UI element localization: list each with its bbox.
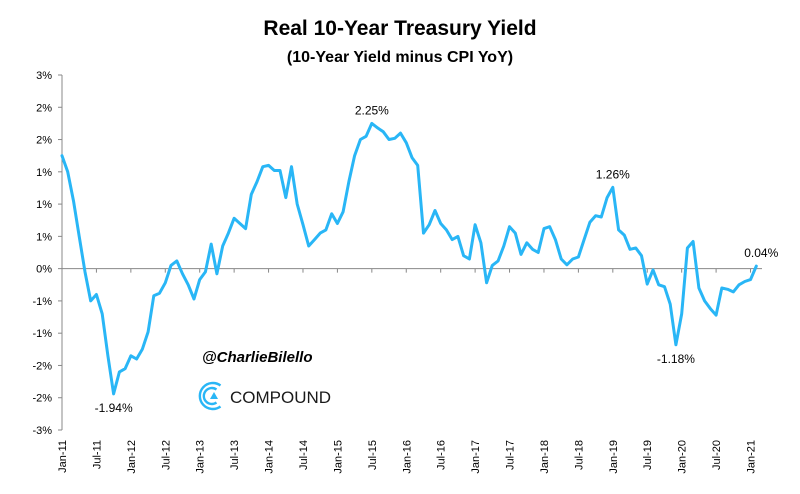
x-tick-label: Jan-20 [677, 440, 689, 474]
watermark-brand: COMPOUND [230, 388, 331, 407]
x-tick-label: Jul-12 [160, 440, 172, 470]
x-tick-label: Jul-18 [573, 440, 585, 470]
x-tick-label: Jul-14 [298, 440, 310, 470]
data-label: 0.04% [744, 246, 778, 260]
y-axis: 3% 2% 2% 1% 1% 1% 0% -1% -1% -2% -2% -3% [32, 70, 63, 437]
x-tick-label: Jan-13 [195, 440, 207, 474]
x-tick-label: Jan-15 [332, 440, 344, 474]
x-tick-label: Jan-16 [401, 440, 413, 474]
y-tick-label: 1% [36, 231, 52, 243]
y-tick-label: 1% [36, 167, 52, 179]
y-tick-label: -2% [32, 393, 52, 405]
y-tick-label: 3% [36, 70, 52, 82]
x-tick-label: Jul-11 [91, 440, 103, 469]
series-line [60, 121, 758, 396]
x-axis: Jan-11 Jul-11 Jan-12 Jul-12 Jan-13 Jul-13 Jan-… [57, 268, 762, 474]
x-tick-label: Jan-18 [539, 440, 551, 474]
y-tick-label: -1% [32, 328, 52, 340]
chart-subtitle: (10-Year Yield minus CPI YoY) [287, 49, 513, 66]
compound-logo-icon [198, 381, 222, 411]
chart-title: Real 10-Year Treasury Yield [263, 17, 536, 40]
y-tick-label: 0% [36, 264, 52, 276]
y-tick-label: 2% [36, 102, 52, 114]
x-tick-label: Jan-12 [126, 440, 138, 474]
x-tick-label: Jul-19 [642, 440, 654, 470]
x-tick-label: Jul-13 [229, 440, 241, 470]
y-tick-label: 2% [36, 135, 52, 147]
data-label: -1.18% [657, 352, 695, 366]
x-tick-label: Jan-19 [608, 440, 620, 474]
x-tick-label: Jul-15 [367, 440, 379, 470]
x-tick-label: Jul-17 [505, 440, 517, 470]
x-tick-label: Jan-11 [57, 440, 69, 473]
y-tick-label: -3% [32, 425, 52, 437]
annotations: -1.94% 2.25% 1.26% -1.18% 0.04% [95, 103, 779, 414]
series-group [60, 121, 758, 396]
x-tick-label: Jan-14 [264, 440, 276, 474]
y-tick-label: -2% [32, 360, 52, 372]
x-tick-label: Jul-16 [436, 440, 448, 470]
y-tick-label: -1% [32, 296, 52, 308]
y-tick-label: 1% [36, 199, 52, 211]
compound-logo: COMPOUND [198, 381, 331, 411]
data-label: -1.94% [95, 401, 133, 415]
data-label: 1.26% [596, 167, 630, 181]
watermark-handle: @CharlieBilello [202, 349, 313, 366]
x-tick-label: Jul-20 [711, 440, 723, 470]
x-tick-label: Jan-17 [470, 440, 482, 474]
data-label: 2.25% [355, 103, 389, 117]
x-tick-label: Jan-21 [746, 440, 758, 474]
